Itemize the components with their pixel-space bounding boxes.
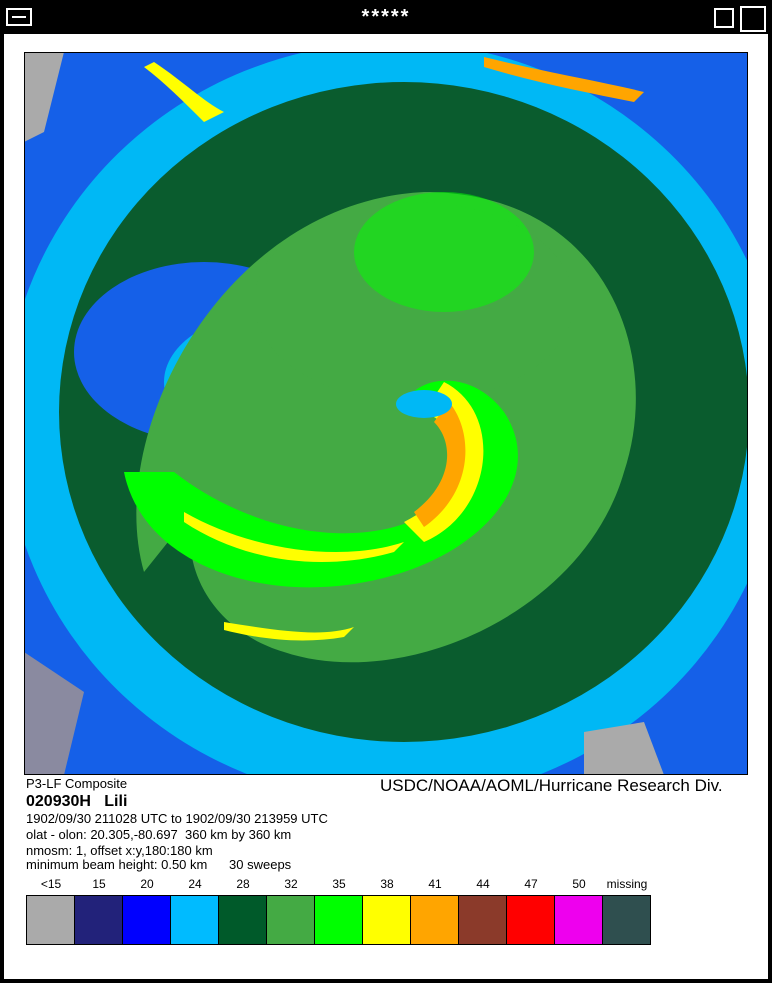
legend-swatch xyxy=(315,896,363,944)
legend-label: 50 xyxy=(572,877,586,891)
legend-labels: <15 15 20 24 28 32 35 38 41 44 47 50 missing xyxy=(27,877,651,893)
legend-swatch xyxy=(507,896,555,944)
legend-swatch xyxy=(27,896,75,944)
info-line: 1902/09/30 211028 UTC to 1902/09/30 2139… xyxy=(26,811,328,826)
legend-swatch xyxy=(123,896,171,944)
client-area: P3-LF Composite USDC/NOAA/AOML/Hurricane… xyxy=(4,34,768,979)
legend-swatch xyxy=(459,896,507,944)
info-line: olat - olon: 20.305,-80.697 360 km by 36… xyxy=(26,827,292,842)
menu-button[interactable] xyxy=(6,8,32,26)
legend-swatch xyxy=(75,896,123,944)
legend xyxy=(26,895,651,945)
maximize-button[interactable] xyxy=(740,6,766,32)
image-credit: USDC/NOAA/AOML/Hurricane Research Div. xyxy=(380,776,723,795)
legend-label: missing xyxy=(606,877,648,891)
window-title: ***** xyxy=(361,6,411,28)
title-bar: ***** xyxy=(0,0,772,34)
legend-label: 20 xyxy=(140,877,154,891)
legend-label: 38 xyxy=(380,877,394,891)
legend-swatch xyxy=(171,896,219,944)
legend-label: 47 xyxy=(524,877,538,891)
info-line: minimum beam height: 0.50 km 30 sweeps xyxy=(26,857,292,872)
legend-swatch xyxy=(267,896,315,944)
legend-swatch xyxy=(603,896,650,944)
image-caption: P3-LF Composite xyxy=(26,776,128,791)
radar-image xyxy=(24,52,748,775)
legend-label: 35 xyxy=(332,877,346,891)
legend-label: 24 xyxy=(188,877,202,891)
info-heading: 020930H Lili xyxy=(26,793,128,810)
legend-label: <15 xyxy=(40,877,62,891)
legend-swatch xyxy=(411,896,459,944)
legend-label: 32 xyxy=(284,877,298,891)
legend-swatch xyxy=(555,896,603,944)
legend-label: 44 xyxy=(476,877,490,891)
legend-label: 28 xyxy=(236,877,250,891)
minimize-button[interactable] xyxy=(714,8,734,28)
legend-swatch xyxy=(363,896,411,944)
legend-label: 41 xyxy=(428,877,442,891)
legend-swatch xyxy=(219,896,267,944)
info-line: nmosm: 1, offset x:y,180:180 km xyxy=(26,843,213,858)
legend-label: 15 xyxy=(92,877,106,891)
